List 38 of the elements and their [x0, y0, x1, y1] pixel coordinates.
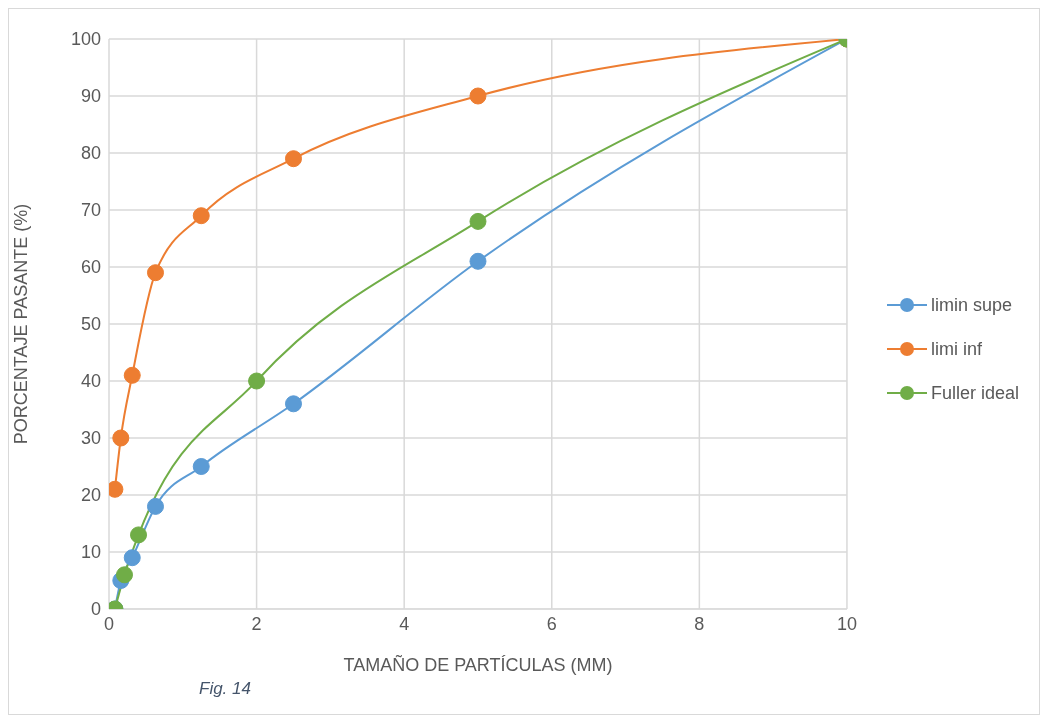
- y-tick-label: 70: [80, 200, 101, 221]
- x-tick-label: 0: [103, 613, 115, 634]
- point: [123, 366, 141, 384]
- y-tick-label: 30: [80, 428, 101, 449]
- point: [469, 87, 487, 105]
- legend-label: limin supe: [930, 294, 1012, 317]
- legend-label: limi inf: [930, 338, 982, 361]
- y-tick-label: 0: [90, 599, 101, 620]
- point: [192, 207, 210, 225]
- point: [192, 458, 210, 475]
- point: [116, 566, 133, 584]
- point: [112, 429, 130, 447]
- x-tick-label: 6: [546, 613, 557, 634]
- y-tick-label: 90: [80, 86, 101, 107]
- caption: Fig. 14: [199, 679, 251, 699]
- point: [284, 395, 302, 413]
- y-tick-label: 20: [80, 485, 101, 506]
- point: [248, 372, 266, 390]
- point: [284, 150, 302, 168]
- y-tick-label: 10: [80, 542, 101, 563]
- x-tick-label: 8: [694, 613, 705, 634]
- y-axis-title: PORCENTAJE PASANTE (%): [11, 203, 32, 445]
- legend-label: Fuller ideal: [930, 382, 1019, 405]
- point: [123, 549, 141, 567]
- point: [469, 252, 487, 270]
- point: [146, 264, 164, 282]
- x-tick-label: 4: [399, 613, 410, 634]
- x-tick-label: 2: [251, 613, 262, 634]
- y-tick-label: 100: [70, 29, 101, 50]
- y-tick-label: 60: [80, 257, 101, 278]
- y-tick-label: 50: [80, 314, 101, 335]
- y-tick-label: 80: [80, 143, 101, 164]
- x-tick-label: 10: [836, 613, 857, 634]
- point: [130, 526, 148, 544]
- point: [146, 497, 164, 515]
- point: [469, 212, 487, 230]
- y-tick-label: 40: [80, 371, 101, 392]
- x-axis-title: TAMAÑO DE PARTÍCULAS (MM): [343, 654, 613, 675]
